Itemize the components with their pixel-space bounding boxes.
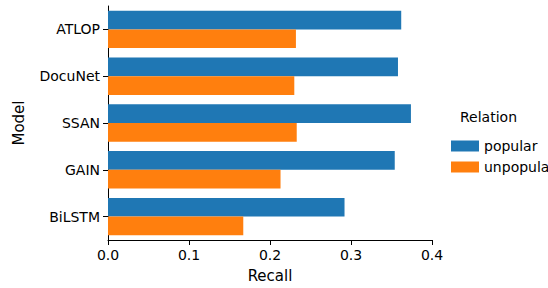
- svg-text:unpopular: unpopular: [484, 159, 548, 175]
- svg-text:SSAN: SSAN: [62, 115, 100, 131]
- svg-text:0.3: 0.3: [340, 247, 362, 263]
- svg-text:BiLSTM: BiLSTM: [49, 209, 100, 225]
- svg-text:0.0: 0.0: [97, 247, 119, 263]
- svg-text:0.2: 0.2: [259, 247, 281, 263]
- svg-text:popular: popular: [484, 138, 538, 154]
- svg-text:Relation: Relation: [460, 109, 517, 125]
- svg-text:ATLOP: ATLOP: [56, 21, 100, 37]
- svg-text:Model: Model: [10, 100, 28, 145]
- svg-text:GAIN: GAIN: [65, 162, 100, 178]
- svg-text:0.1: 0.1: [178, 247, 200, 263]
- svg-text:Recall: Recall: [248, 267, 293, 285]
- svg-text:DocuNet: DocuNet: [40, 68, 101, 84]
- svg-text:0.4: 0.4: [421, 247, 443, 263]
